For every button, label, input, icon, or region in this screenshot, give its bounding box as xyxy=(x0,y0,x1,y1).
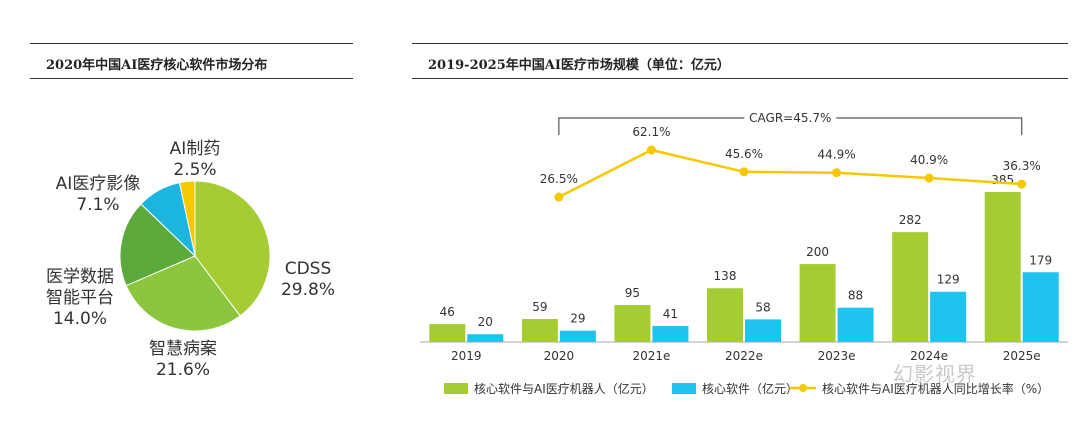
bar-value-label: 58 xyxy=(755,300,770,314)
bar-value-label: 282 xyxy=(899,213,922,227)
growth-rate-label: 62.1% xyxy=(632,125,670,139)
pie-slice-value: 21.6% xyxy=(156,360,210,380)
legend-label: 核心软件与AI医疗机器人（亿元） xyxy=(474,381,654,396)
bar-value-label: 129 xyxy=(937,273,960,287)
x-tick-label: 2021e xyxy=(632,349,670,363)
pie-slice-label: 医学数据 xyxy=(46,267,114,287)
growth-rate-point xyxy=(740,167,749,176)
pie-slice-label: AI医疗影像 xyxy=(56,174,141,194)
growth-rate-label: 26.5% xyxy=(540,172,578,186)
bar-core-software xyxy=(745,319,781,342)
growth-rate-label: 45.6% xyxy=(725,147,763,161)
bar-core-plus-robot xyxy=(522,319,558,342)
pie-slice-value: 14.0% xyxy=(53,309,107,329)
bar-value-label: 95 xyxy=(625,286,640,300)
pie-slice-value: 29.8% xyxy=(281,280,335,300)
x-tick-label: 2019 xyxy=(451,349,482,363)
growth-rate-point xyxy=(925,173,934,182)
pie-slice-value: 7.1% xyxy=(76,195,119,215)
bar-core-plus-robot xyxy=(800,264,836,342)
growth-rate-point xyxy=(832,168,841,177)
legend-swatch xyxy=(444,383,468,394)
bar-core-software xyxy=(560,331,596,342)
bar-value-label: 20 xyxy=(478,315,493,329)
bar-value-label: 385 xyxy=(991,173,1014,187)
bar-core-software xyxy=(467,334,503,342)
growth-rate-point xyxy=(554,193,563,202)
bar-core-plus-robot xyxy=(985,192,1021,342)
bar-value-label: 29 xyxy=(570,312,585,326)
bar-core-plus-robot xyxy=(892,232,928,342)
pie-slice-value: 2.5% xyxy=(173,160,216,180)
growth-rate-label: 44.9% xyxy=(818,148,856,162)
bar-core-plus-robot xyxy=(614,305,650,342)
growth-rate-point xyxy=(647,146,656,155)
legend-swatch-marker xyxy=(799,384,807,392)
growth-rate-label: 40.9% xyxy=(910,153,948,167)
x-tick-label: 2022e xyxy=(725,349,763,363)
x-tick-label: 2023e xyxy=(818,349,856,363)
growth-rate-label: 36.3% xyxy=(1003,159,1041,173)
bar-core-software xyxy=(1023,272,1059,342)
bar-core-plus-robot xyxy=(707,288,743,342)
bar-value-label: 200 xyxy=(806,245,829,259)
bar-core-software xyxy=(838,308,874,342)
bar-line-chart: 46 20 2019 59 29 2020 95 41 2021e 138 58 2022e 200 88… xyxy=(420,109,1068,396)
bar-value-label: 59 xyxy=(532,300,547,314)
bar-value-label: 46 xyxy=(440,305,455,319)
bar-value-label: 179 xyxy=(1029,253,1052,267)
bar-value-label: 88 xyxy=(848,289,863,303)
cagr-annotation: CAGR=45.7% xyxy=(749,111,831,125)
bar-value-label: 41 xyxy=(663,307,678,321)
bar-core-plus-robot xyxy=(429,324,465,342)
watermark-text: 幻影视界 xyxy=(893,358,977,387)
bar-core-software xyxy=(930,292,966,342)
bar-value-label: 138 xyxy=(714,269,737,283)
pie-slice-label: AI制药 xyxy=(170,139,221,159)
bar-core-software xyxy=(652,326,688,342)
growth-rate-line xyxy=(559,150,1022,197)
pie-slice-label: 智能平台 xyxy=(46,288,114,308)
pie-slice-label: CDSS xyxy=(285,259,332,279)
legend-swatch xyxy=(672,383,696,394)
x-tick-label: 2020 xyxy=(544,349,575,363)
pie-slice-label: 智慧病案 xyxy=(149,339,217,359)
x-tick-label: 2025e xyxy=(1003,349,1041,363)
legend-label: 核心软件（亿元） xyxy=(702,381,798,396)
growth-rate-point xyxy=(1017,180,1026,189)
